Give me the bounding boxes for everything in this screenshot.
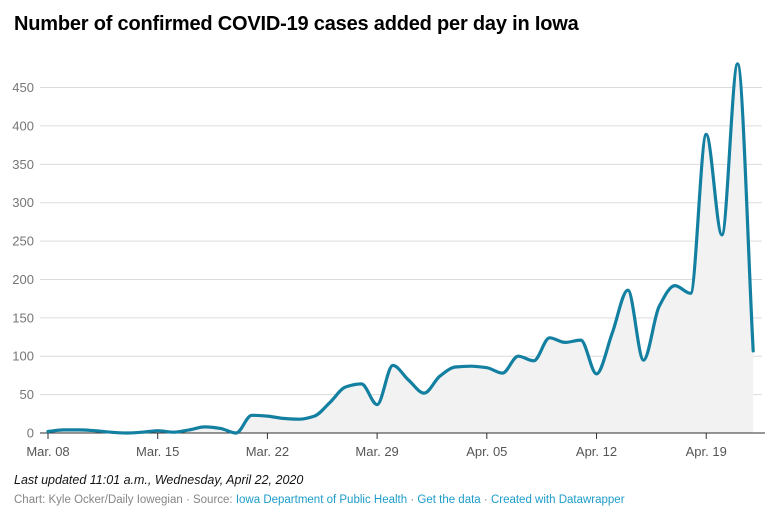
y-axis-label: 300	[12, 195, 34, 210]
x-axis-label: Mar. 29	[355, 444, 398, 459]
x-axis-label: Apr. 12	[576, 444, 617, 459]
get-data-link[interactable]: Get the data	[417, 494, 481, 506]
datawrapper-link[interactable]: Created with Datawrapper	[490, 494, 625, 506]
data-line	[46, 62, 755, 435]
separator: ·	[185, 494, 190, 506]
credits-line: Chart: Kyle Ocker/Daily Iowegian · Sourc…	[14, 493, 754, 507]
source-label: Source:	[192, 494, 233, 506]
chart-credit: Chart: Kyle Ocker/Daily Iowegian	[14, 494, 183, 506]
x-axis-label: Mar. 08	[26, 444, 69, 459]
x-axis-label: Apr. 05	[466, 444, 507, 459]
page-title: Number of confirmed COVID-19 cases added…	[14, 13, 579, 35]
y-axis-label: 200	[12, 272, 34, 287]
y-axis-label: 150	[12, 310, 34, 325]
y-axis-label: 50	[20, 387, 34, 402]
chart-footer: Last updated 11:01 a.m., Wednesday, Apri…	[14, 473, 754, 507]
x-axis-label: Mar. 15	[136, 444, 179, 459]
last-updated-note: Last updated 11:01 a.m., Wednesday, Apri…	[14, 473, 304, 487]
y-axis-label: 250	[12, 234, 34, 249]
y-axis-label: 400	[12, 118, 34, 133]
y-axis-label: 450	[12, 80, 34, 95]
y-axis-label: 350	[12, 157, 34, 172]
x-axis-label: Mar. 22	[246, 444, 289, 459]
separator: ·	[410, 494, 415, 506]
x-axis-label: Apr. 19	[686, 444, 727, 459]
source-link[interactable]: Iowa Department of Public Health	[235, 494, 408, 506]
y-axis-label: 100	[12, 349, 34, 364]
area-fill	[48, 63, 754, 433]
y-axis-label: 0	[27, 426, 34, 441]
separator: ·	[483, 494, 488, 506]
